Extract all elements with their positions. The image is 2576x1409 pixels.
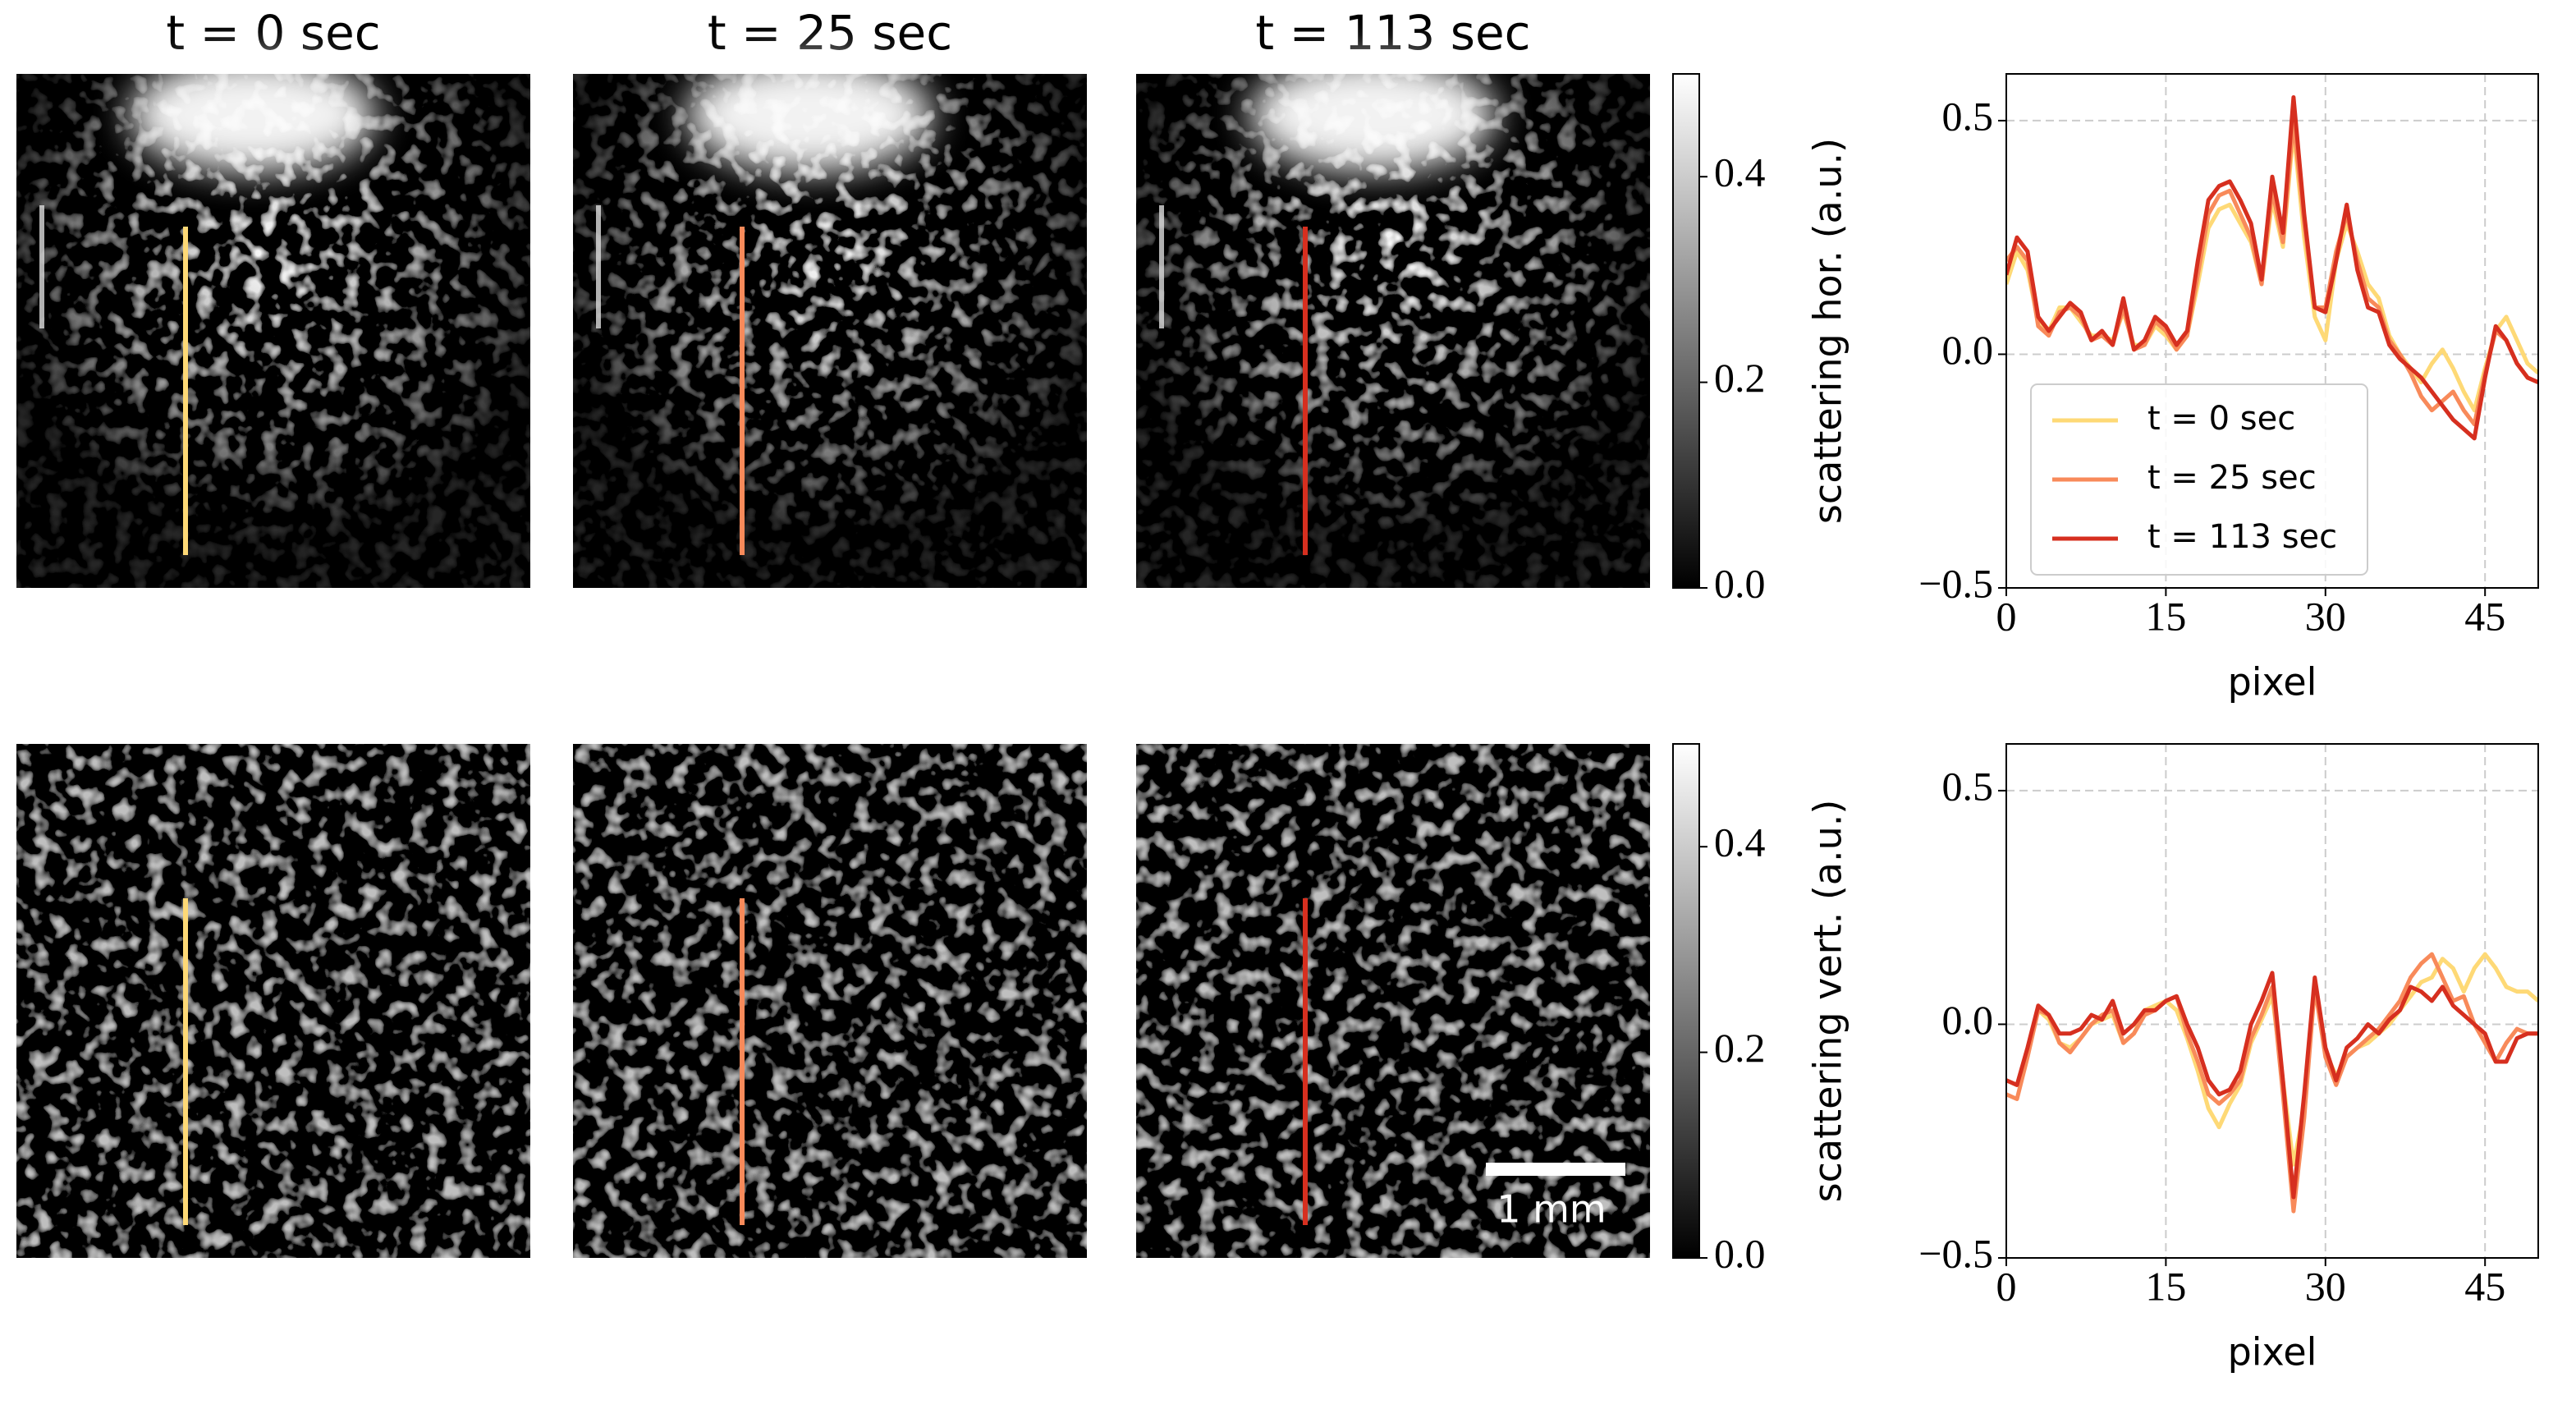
image-edge bbox=[596, 205, 601, 328]
image-speckle bbox=[573, 744, 1087, 1258]
colorbar-tick-label: 0.2 bbox=[1714, 355, 1766, 401]
legend-label: t = 25 sec bbox=[2147, 459, 2317, 497]
colorbar bbox=[1672, 743, 1700, 1259]
series-line bbox=[2006, 971, 2538, 1200]
image-panel bbox=[16, 57, 530, 588]
legend-label: t = 113 sec bbox=[2147, 518, 2337, 556]
image-edge bbox=[1159, 205, 1164, 328]
y-tick-label: 0.5 bbox=[1942, 93, 1994, 139]
image-speckle bbox=[1136, 744, 1650, 1258]
y-tick-label: 0.0 bbox=[1942, 997, 1994, 1043]
x-tick-label: 45 bbox=[2464, 1263, 2505, 1309]
series-line bbox=[2006, 127, 2538, 413]
panel-title: t = 25 sec bbox=[708, 5, 952, 61]
image-bright-region bbox=[1249, 57, 1497, 172]
colorbar-label: scattering vert. (a.u.) bbox=[1806, 800, 1850, 1203]
plot-frame bbox=[2005, 743, 2539, 1259]
series-line bbox=[2006, 95, 2538, 441]
image-panel bbox=[573, 57, 1087, 588]
y-tick-label: −0.5 bbox=[1918, 560, 1993, 606]
x-tick-label: 0 bbox=[1996, 593, 2017, 639]
image-bright-region bbox=[685, 57, 933, 172]
colorbar-tick-label: 0.0 bbox=[1714, 560, 1766, 606]
plot-frame bbox=[2005, 73, 2539, 589]
x-axis-label: pixel bbox=[2228, 660, 2317, 704]
scale-bar bbox=[1486, 1163, 1625, 1176]
y-tick-label: 0.0 bbox=[1942, 327, 1994, 373]
image-panel bbox=[16, 744, 530, 1258]
image-edge bbox=[39, 205, 44, 328]
x-tick-label: 15 bbox=[2145, 1263, 2186, 1309]
colorbar-tick-label: 0.4 bbox=[1714, 149, 1766, 195]
image-speckle bbox=[16, 744, 530, 1258]
colorbar-tick-label: 0.0 bbox=[1714, 1230, 1766, 1276]
x-tick-label: 30 bbox=[2305, 1263, 2346, 1309]
panel-title: t = 0 sec bbox=[166, 5, 380, 61]
scale-bar-label: 1 mm bbox=[1497, 1187, 1607, 1232]
colorbar-tick-label: 0.4 bbox=[1714, 819, 1766, 865]
x-axis-label: pixel bbox=[2228, 1330, 2317, 1375]
image-bright-region bbox=[129, 57, 377, 172]
colorbar-label: scattering hor. (a.u.) bbox=[1806, 138, 1850, 524]
y-tick-label: −0.5 bbox=[1918, 1230, 1993, 1276]
y-tick-label: 0.5 bbox=[1942, 763, 1994, 809]
colorbar-tick-label: 0.2 bbox=[1714, 1025, 1766, 1071]
x-tick-label: 45 bbox=[2464, 593, 2505, 639]
image-panel bbox=[1136, 744, 1650, 1258]
panel-title: t = 113 sec bbox=[1255, 5, 1530, 61]
x-tick-label: 30 bbox=[2305, 593, 2346, 639]
legend-label: t = 0 sec bbox=[2147, 400, 2295, 438]
x-tick-label: 0 bbox=[1996, 1263, 2017, 1309]
colorbar bbox=[1672, 73, 1700, 589]
legend-box bbox=[2030, 383, 2368, 576]
x-tick-label: 15 bbox=[2145, 593, 2186, 639]
image-panel bbox=[573, 744, 1087, 1258]
image-panel bbox=[1136, 57, 1650, 588]
